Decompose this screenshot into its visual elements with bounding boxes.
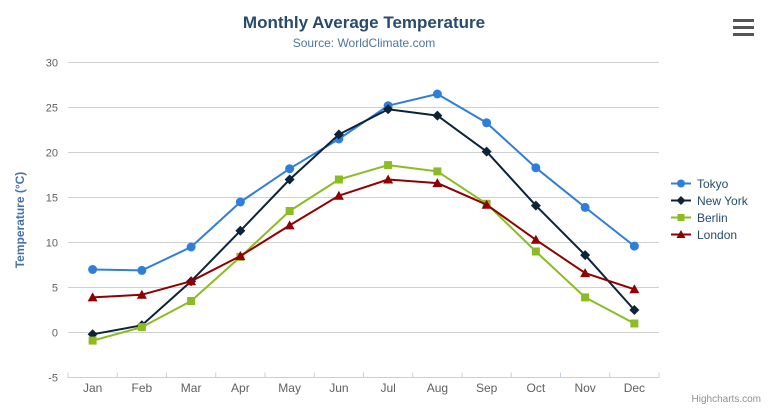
- data-point-marker[interactable]: [581, 293, 590, 302]
- x-axis-label: Sep: [476, 381, 498, 395]
- y-axis-label: 5: [52, 283, 58, 295]
- data-point-marker[interactable]: [284, 174, 295, 185]
- data-point-marker[interactable]: [580, 202, 590, 212]
- series-tokyo[interactable]: [88, 89, 639, 275]
- data-point-marker[interactable]: [481, 146, 492, 157]
- data-point-marker[interactable]: [285, 164, 295, 174]
- data-point-marker[interactable]: [531, 247, 540, 256]
- data-point-marker[interactable]: [481, 199, 492, 209]
- data-point-marker[interactable]: [235, 251, 246, 260]
- credits-link[interactable]: Highcharts.com: [691, 394, 761, 405]
- square-marker-icon: [671, 214, 691, 221]
- data-point-marker[interactable]: [630, 319, 639, 328]
- data-point-marker[interactable]: [580, 268, 591, 278]
- data-point-marker[interactable]: [88, 265, 98, 274]
- y-axis-label: 10: [46, 238, 58, 250]
- x-axis-label: Dec: [624, 381, 645, 395]
- data-point-marker[interactable]: [580, 250, 591, 261]
- data-point-marker[interactable]: [530, 234, 541, 244]
- series-london[interactable]: [87, 174, 640, 302]
- y-axis-label: -5: [48, 373, 58, 385]
- data-point-marker[interactable]: [334, 175, 343, 184]
- triangle-marker-icon: [671, 230, 691, 238]
- circle-marker-icon: [671, 179, 691, 188]
- series-line[interactable]: [91, 164, 636, 342]
- data-point-marker[interactable]: [482, 118, 492, 128]
- data-point-marker[interactable]: [629, 284, 640, 294]
- legend-item-berlin[interactable]: Berlin: [670, 209, 748, 226]
- data-point-marker[interactable]: [629, 305, 640, 315]
- data-point-marker[interactable]: [432, 110, 443, 121]
- data-point-marker[interactable]: [383, 104, 394, 115]
- x-axis-label: Mar: [181, 381, 202, 395]
- y-axis-label: 15: [46, 193, 58, 205]
- series-line[interactable]: [91, 108, 636, 336]
- x-axis-label: Oct: [527, 381, 546, 395]
- hamburger-icon: [733, 19, 754, 22]
- hamburger-icon: [733, 33, 754, 36]
- data-point-marker[interactable]: [531, 163, 541, 173]
- data-point-marker[interactable]: [333, 190, 344, 200]
- x-axis-label: Apr: [231, 381, 250, 395]
- data-point-marker[interactable]: [432, 178, 443, 188]
- data-point-marker[interactable]: [333, 129, 344, 140]
- data-point-marker[interactable]: [433, 167, 442, 176]
- data-point-marker[interactable]: [186, 242, 196, 252]
- data-point-marker[interactable]: [432, 89, 442, 99]
- x-axis-label: Feb: [132, 381, 153, 395]
- data-point-marker[interactable]: [384, 161, 393, 170]
- y-axis-label: 30: [46, 58, 58, 70]
- legend: Tokyo New York Berlin London: [670, 175, 748, 243]
- data-point-marker[interactable]: [186, 276, 197, 286]
- data-point-marker[interactable]: [677, 214, 685, 221]
- legend-label: Berlin: [697, 210, 728, 225]
- chart-subtitle: Source: WorldClimate.com: [292, 36, 436, 50]
- chart-title: Monthly Average Temperature: [242, 13, 486, 32]
- x-axis-label: May: [278, 381, 301, 395]
- y-axis-title: Temperature (°C): [13, 172, 27, 269]
- export-menu-button[interactable]: [733, 19, 754, 37]
- legend-item-london[interactable]: London: [670, 226, 748, 243]
- x-axis-label: Nov: [574, 381, 595, 395]
- hamburger-icon: [733, 26, 754, 29]
- data-point-marker[interactable]: [284, 220, 295, 230]
- data-point-marker[interactable]: [530, 200, 541, 211]
- data-point-marker[interactable]: [88, 336, 97, 345]
- y-axis-label: 25: [46, 103, 58, 115]
- y-axis-label: 0: [52, 328, 58, 340]
- data-point-marker[interactable]: [136, 289, 147, 299]
- legend-item-new-york[interactable]: New York: [670, 192, 748, 209]
- data-point-marker[interactable]: [137, 323, 146, 332]
- series-line[interactable]: [91, 178, 636, 299]
- data-point-marker[interactable]: [187, 297, 196, 305]
- data-point-marker[interactable]: [677, 179, 685, 188]
- x-axis-label: Jan: [83, 381, 102, 395]
- legend-label: London: [697, 227, 738, 242]
- x-axis-label: Aug: [427, 381, 448, 395]
- y-axis-label: 20: [46, 148, 58, 160]
- x-axis-label: Jun: [329, 381, 348, 395]
- legend-label: New York: [697, 193, 748, 208]
- series-new-york[interactable]: [87, 104, 640, 340]
- data-point-marker[interactable]: [676, 196, 686, 205]
- data-point-marker[interactable]: [87, 292, 98, 302]
- data-point-marker[interactable]: [235, 225, 246, 236]
- data-point-marker[interactable]: [383, 174, 394, 184]
- data-point-marker[interactable]: [137, 265, 147, 275]
- diamond-marker-icon: [671, 196, 691, 205]
- data-point-marker[interactable]: [285, 207, 294, 215]
- legend-label: Tokyo: [697, 176, 729, 191]
- data-point-marker[interactable]: [676, 230, 686, 238]
- data-point-marker[interactable]: [235, 197, 245, 207]
- data-point-marker[interactable]: [629, 241, 639, 251]
- x-axis-label: Jul: [380, 381, 395, 395]
- series-line[interactable]: [91, 93, 636, 272]
- legend-item-tokyo[interactable]: Tokyo: [670, 175, 748, 192]
